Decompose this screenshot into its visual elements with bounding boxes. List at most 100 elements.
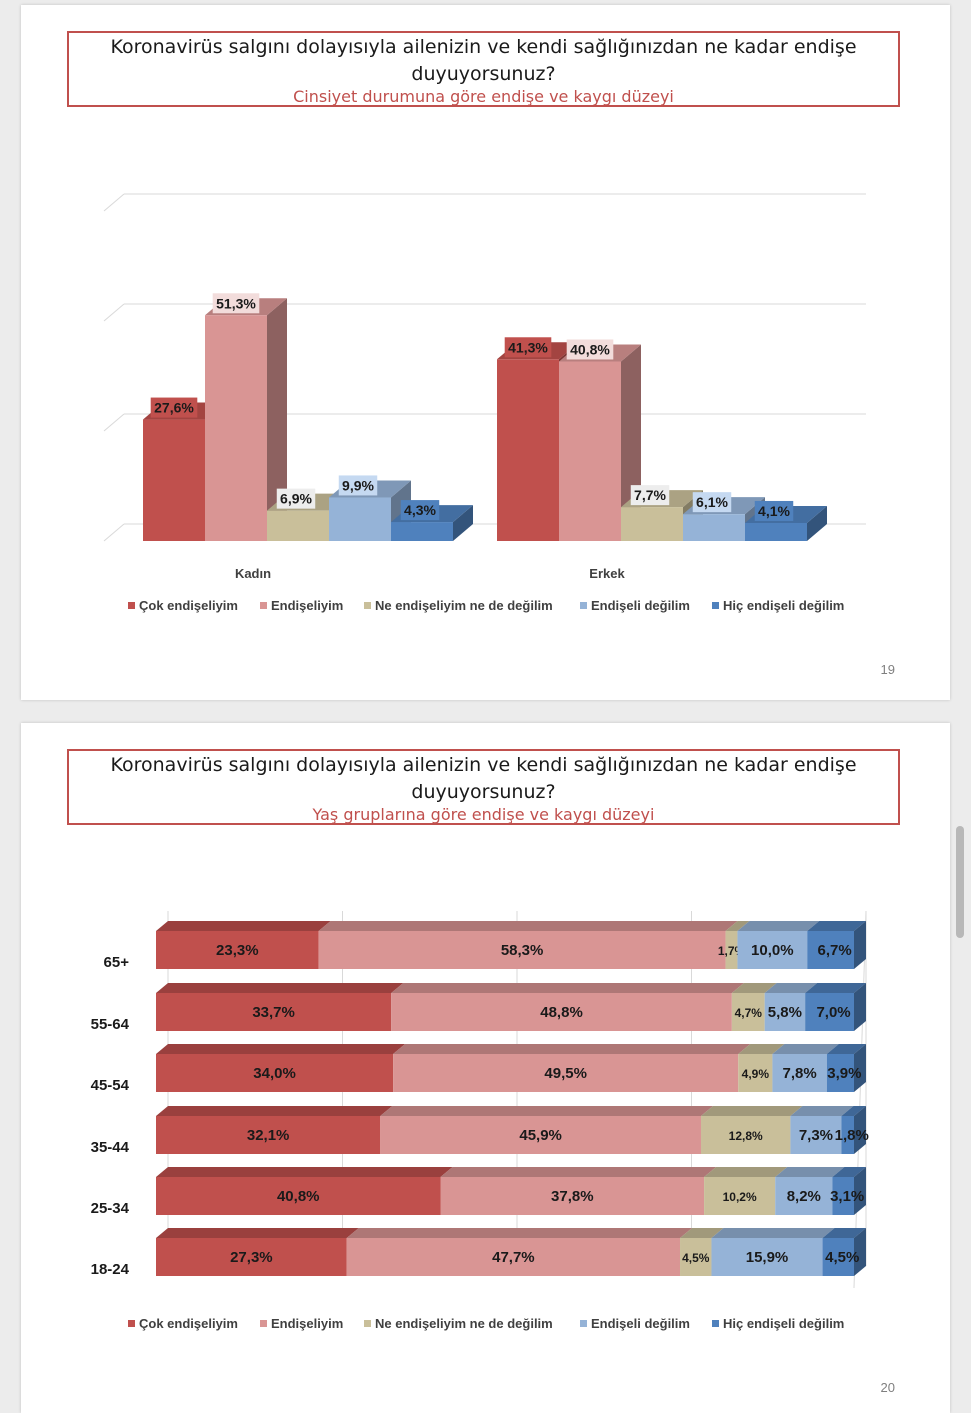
bar-segment [790,1116,842,1154]
data-label: 7,8% [783,1065,817,1082]
bar-top [440,1167,717,1177]
bar [559,361,621,541]
data-label: 58,3% [501,942,544,959]
bar-segment [391,993,732,1031]
legend-swatch [364,1320,371,1327]
bar [267,510,329,541]
bar-side [453,505,473,541]
bar-side [854,983,866,1031]
category-label: 65+ [104,954,130,971]
legend-label: Çok endişeliyim [139,1316,238,1331]
data-label: 7,7% [634,487,666,503]
bar [621,507,683,541]
slide-subtitle: Yaş gruplarına göre endişe ve kaygı düze… [312,805,655,824]
legend-swatch [712,1320,719,1327]
bar-segment [775,1177,833,1215]
slide-subtitle: Cinsiyet durumuna göre endişe ve kaygı d… [293,87,674,106]
legend-swatch [712,602,719,609]
bar-top [807,921,866,931]
data-label-bg [504,337,552,358]
bar-segment [832,1177,854,1215]
bar-side [267,298,287,541]
scrollbar[interactable] [956,826,964,938]
bar-side [854,921,866,969]
data-label: 15,9% [746,1249,789,1266]
bar-top [711,1228,835,1238]
data-label-bg [276,488,316,509]
bar-segment [822,1238,854,1276]
data-label: 7,3% [799,1127,833,1144]
bar-segment [393,1054,739,1092]
data-label: 4,1% [758,503,790,519]
data-label: 48,8% [540,1004,583,1021]
slide-title-box: Koronavirüs salgını dolayısıyla ailenizi… [67,31,900,107]
data-label: 4,5% [825,1249,859,1266]
bar-top [737,921,820,931]
bar-segment [737,931,808,969]
bar-segment [772,1054,827,1092]
data-label-bg [150,397,198,418]
bar-segment [346,1238,681,1276]
legend-label: Endişeliyim [271,598,343,613]
data-label: 8,2% [787,1188,821,1205]
bar-segment [805,993,854,1031]
bar-top [156,1167,453,1177]
bar-segment [704,1177,776,1215]
data-label: 37,8% [551,1188,594,1205]
data-label: 1,8% [835,1127,869,1144]
legend-label: Ne endişeliyim ne de değilim [375,598,553,613]
legend-swatch [260,1320,267,1327]
bar-top [772,1044,839,1054]
bar-segment [156,1054,394,1092]
legend-swatch [580,602,587,609]
bar-segment [731,993,765,1031]
data-label: 3,1% [830,1188,864,1205]
legend-swatch [364,602,371,609]
gender-bar-chart: 27,6% 51,3% 6,9% 9,9% 4,3% Kadın 41,3% 40,8% 7,7… [103,193,866,613]
data-label: 4,5% [682,1251,710,1265]
bar-segment [841,1116,854,1154]
data-label: 32,1% [247,1127,290,1144]
bar-top [790,1106,854,1116]
gridline-depth [103,303,125,322]
bar-segment [156,1238,347,1276]
bar [391,522,453,541]
legend-swatch [260,602,267,609]
bar-side [854,1228,866,1276]
bar [683,514,745,541]
data-label: 5,8% [768,1004,802,1021]
data-label-bg [338,475,378,496]
category-label: 18-24 [91,1261,130,1278]
legend-swatch [580,1320,587,1327]
data-label: 4,7% [735,1006,763,1020]
data-label: 49,5% [544,1065,587,1082]
bar-segment [156,1177,441,1215]
legend-label: Endişeli değilim [591,1316,690,1331]
bar-segment [156,931,319,969]
data-label-bg [566,339,614,360]
bar-side [854,1106,866,1154]
data-label-bg [400,500,440,521]
data-label: 41,3% [508,339,548,355]
data-label-bg [630,485,670,506]
bar-top [156,1044,406,1054]
bar-side [854,1167,866,1215]
data-label: 7,0% [816,1004,850,1021]
bar [745,522,807,541]
page-number: 19 [880,662,895,677]
bar-segment [156,1116,381,1154]
bar-top [380,1106,713,1116]
category-label: Erkek [589,566,625,581]
bar-top [775,1167,845,1177]
bar-top [156,1228,359,1238]
data-label: 6,7% [818,942,852,959]
bar-top [731,983,777,993]
legend-swatch [128,602,135,609]
slide-20: Koronavirüs salgını dolayısıyla ailenizi… [21,723,950,1413]
category-label: Kadın [235,566,271,581]
page-number: 20 [880,1380,895,1395]
slide-title-box: Koronavirüs salgını dolayısıyla ailenizi… [67,749,900,825]
data-label: 51,3% [216,295,256,311]
bar-segment [380,1116,701,1154]
bar-top [738,1044,785,1054]
